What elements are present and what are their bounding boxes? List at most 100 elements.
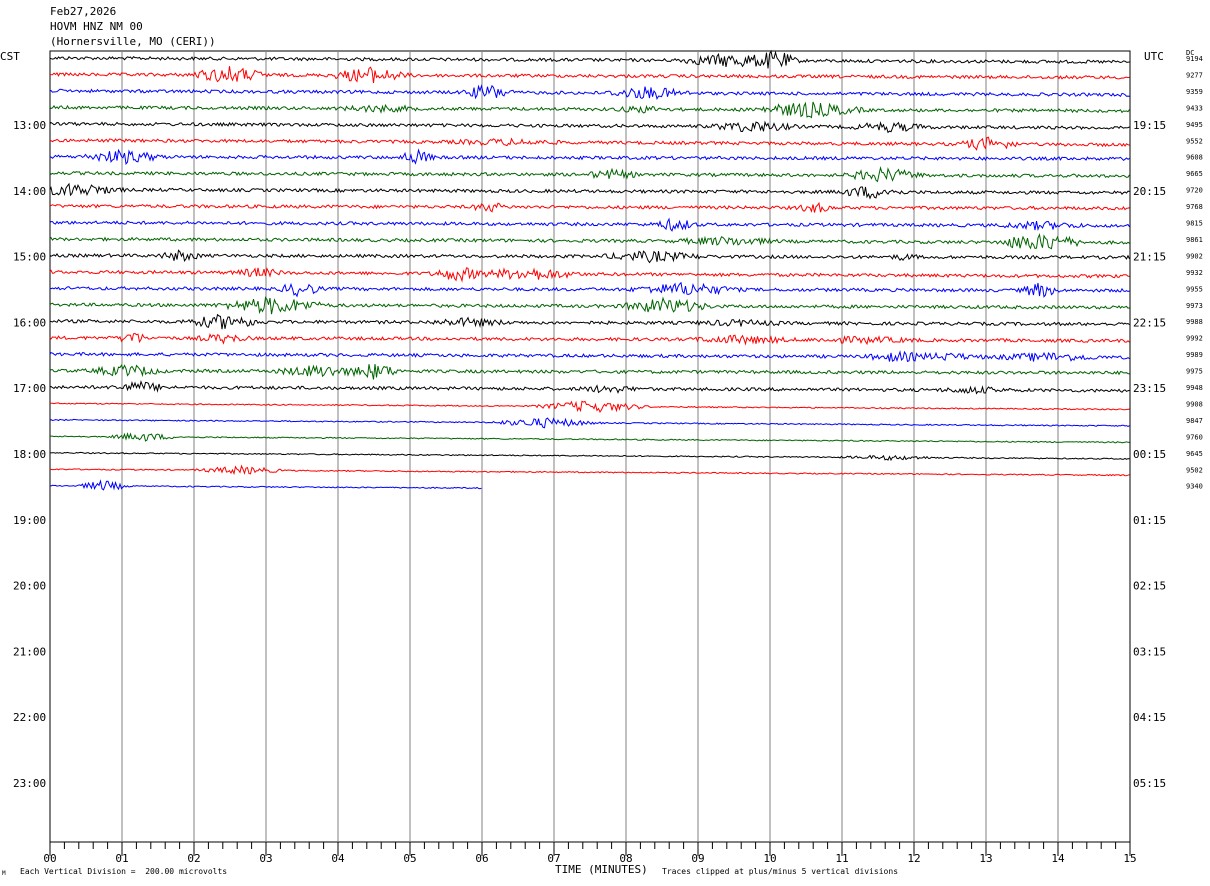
- trace-line: [49, 201, 1130, 213]
- utc-hour-label: 02:15: [1133, 580, 1166, 593]
- dc-offset-label: 9988: [1186, 318, 1203, 326]
- x-axis-title: TIME (MINUTES): [555, 863, 648, 876]
- utc-hour-label: 21:15: [1133, 251, 1166, 264]
- cst-hour-label: 14:00: [13, 185, 46, 198]
- x-tick-label: 08: [619, 852, 632, 865]
- x-tick-label: 07: [547, 852, 560, 865]
- utc-hour-label: 22:15: [1133, 316, 1166, 329]
- x-tick-label: 15: [1123, 852, 1136, 865]
- scale-note: Each Vertical Division = 200.00 microvol…: [20, 867, 228, 876]
- station-label: HOVM HNZ NM 00: [50, 20, 143, 33]
- cst-hour-label: 21:00: [13, 645, 46, 658]
- clip-note: Traces clipped at plus/minus 5 vertical …: [662, 867, 899, 876]
- trace-line: [49, 363, 1130, 380]
- dc-offset-label: 9955: [1186, 285, 1203, 293]
- trace-line: [49, 217, 1130, 232]
- dc-offset-label: 9608: [1186, 154, 1203, 162]
- x-tick-label: 14: [1051, 852, 1065, 865]
- dc-offset-label: 9861: [1186, 236, 1203, 244]
- dc-offset-label: 9340: [1186, 483, 1203, 491]
- trace-line: [49, 281, 1130, 298]
- corner-mark: M: [2, 870, 6, 877]
- cst-axis-label: CST: [0, 50, 20, 63]
- trace-line: [49, 332, 1130, 346]
- dc-offset-label: 9495: [1186, 121, 1203, 129]
- dc-offset-label: 9194: [1186, 55, 1203, 63]
- trace-line: [49, 451, 1130, 462]
- dc-offset-label: 9815: [1186, 220, 1203, 228]
- cst-hour-label: 20:00: [13, 580, 46, 593]
- cst-hour-label: 23:00: [13, 777, 46, 790]
- trace-line: [49, 166, 1130, 183]
- x-tick-label: 01: [115, 852, 128, 865]
- trace-line: [49, 400, 1130, 414]
- trace-line: [49, 296, 1130, 315]
- x-tick-label: 00: [43, 852, 56, 865]
- x-tick-label: 12: [907, 852, 920, 865]
- x-tick-label: 03: [259, 852, 272, 865]
- utc-axis-label: UTC: [1144, 50, 1164, 63]
- x-tick-label: 13: [979, 852, 992, 865]
- dc-offset-label: 9932: [1186, 269, 1203, 277]
- dc-offset-label: 9720: [1186, 187, 1203, 195]
- utc-hour-label: 23:15: [1133, 382, 1166, 395]
- trace-line: [49, 249, 1130, 264]
- utc-hour-label: 19:15: [1133, 119, 1166, 132]
- dc-offset-label: 9989: [1186, 351, 1203, 359]
- utc-hour-label: 20:15: [1133, 185, 1166, 198]
- dc-offset-label: 9992: [1186, 335, 1203, 343]
- utc-hour-label: 00:15: [1133, 448, 1166, 461]
- trace-line: [49, 148, 1130, 165]
- trace-line: [49, 267, 1130, 283]
- trace-line: [49, 479, 482, 491]
- cst-hour-label: 19:00: [13, 514, 46, 527]
- trace-line: [49, 101, 1130, 119]
- trace-line: [49, 136, 1130, 151]
- trace-line: [49, 49, 1130, 69]
- dc-offset-label: 9760: [1186, 433, 1203, 441]
- cst-hour-label: 18:00: [13, 448, 46, 461]
- x-tick-label: 05: [403, 852, 416, 865]
- cst-hour-label: 22:00: [13, 711, 46, 724]
- dc-offset-label: 9665: [1186, 170, 1203, 178]
- dc-offset-label: 9902: [1186, 252, 1203, 260]
- dc-offset-label: 9277: [1186, 71, 1203, 79]
- trace-line: [49, 120, 1130, 134]
- trace-line: [49, 84, 1130, 100]
- dc-offset-label: 9359: [1186, 88, 1203, 96]
- plot-frame: [49, 50, 1131, 843]
- cst-hour-label: 13:00: [13, 119, 46, 132]
- trace-line: [49, 464, 1130, 477]
- dc-axis-label: DC: [1186, 49, 1195, 57]
- x-tick-label: 06: [475, 852, 488, 865]
- dc-offset-label: 9502: [1186, 466, 1203, 474]
- dc-offset-label: 9645: [1186, 450, 1203, 458]
- cst-hour-label: 17:00: [13, 382, 46, 395]
- x-tick-label: 09: [691, 852, 704, 865]
- dc-offset-label: 9552: [1186, 137, 1203, 145]
- trace-line: [49, 380, 1130, 395]
- dc-offset-label: 9908: [1186, 400, 1203, 408]
- utc-hour-label: 04:15: [1133, 711, 1166, 724]
- trace-line: [49, 233, 1130, 250]
- dc-offset-label: 9433: [1186, 104, 1203, 112]
- location-label: (Hornersville, MO (CERI)): [50, 35, 216, 48]
- x-tick-label: 11: [835, 852, 848, 865]
- x-tick-label: 04: [331, 852, 345, 865]
- utc-hour-label: 05:15: [1133, 777, 1166, 790]
- cst-hour-label: 16:00: [13, 316, 46, 329]
- trace-line: [49, 182, 1130, 200]
- trace-line: [49, 350, 1130, 363]
- cst-hour-label: 15:00: [13, 251, 46, 264]
- dc-offset-label: 9973: [1186, 302, 1203, 310]
- dc-offset-label: 9948: [1186, 384, 1203, 392]
- dc-offset-label: 9975: [1186, 368, 1203, 376]
- x-tick-label: 02: [187, 852, 200, 865]
- dc-offset-label: 9768: [1186, 203, 1203, 211]
- trace-line: [49, 66, 1130, 84]
- x-tick-label: 10: [763, 852, 776, 865]
- dc-offset-label: 9847: [1186, 417, 1203, 425]
- trace-line: [49, 432, 1130, 444]
- trace-line: [49, 417, 1130, 429]
